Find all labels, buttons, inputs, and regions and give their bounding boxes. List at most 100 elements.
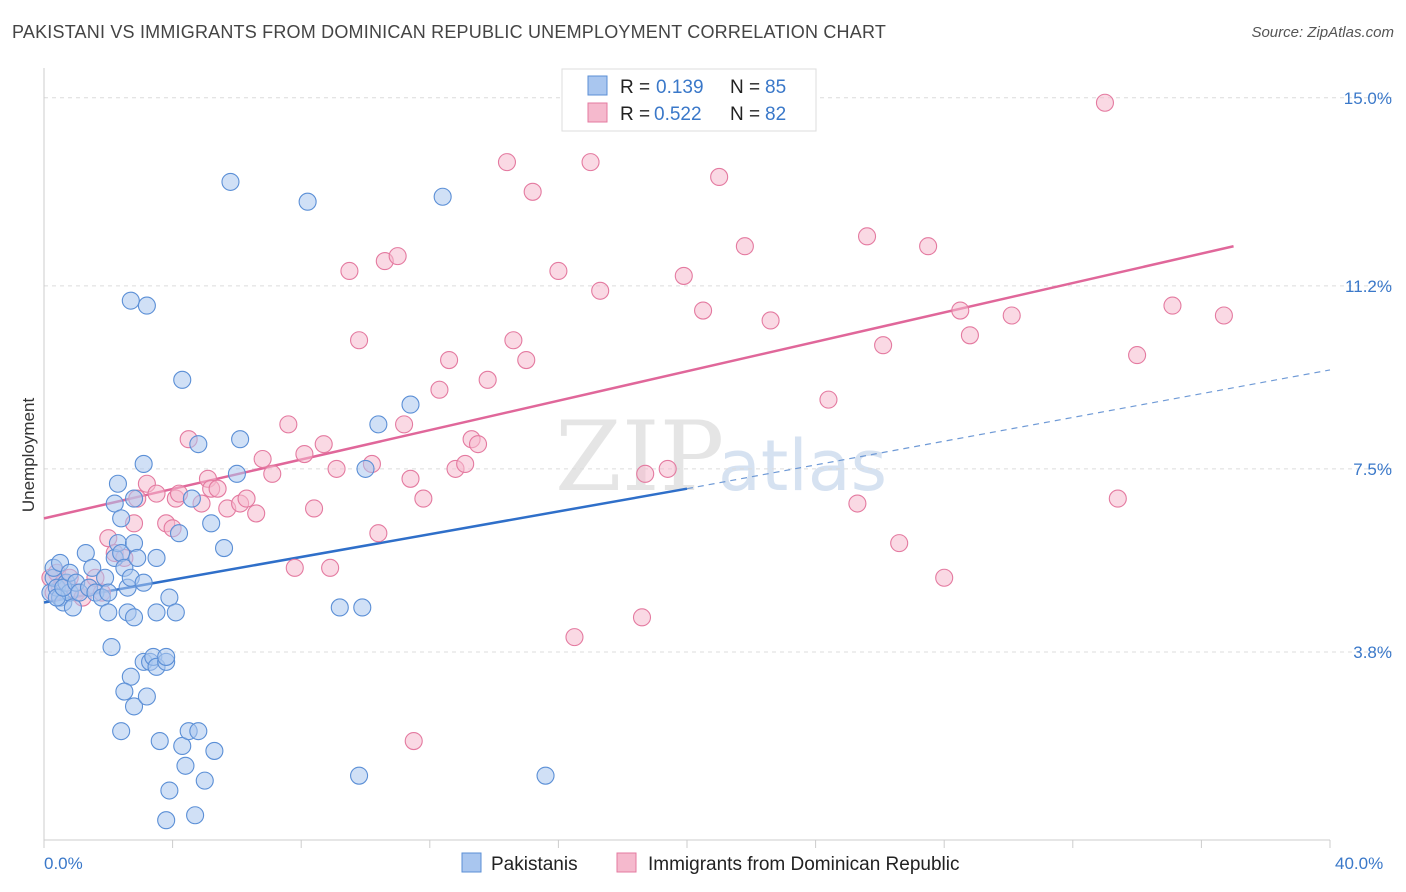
point-dominican	[674, 266, 693, 285]
point-dominican	[874, 336, 893, 355]
bottom-legend-pakistanis: Pakistanis	[491, 854, 578, 875]
point-pakistanis	[231, 430, 250, 449]
point-dominican	[848, 494, 867, 513]
point-dominican	[761, 311, 780, 330]
point-dominican	[478, 370, 497, 389]
point-dominican	[504, 331, 523, 350]
point-dominican	[305, 499, 324, 518]
point-dominican	[632, 608, 652, 627]
point-dominican	[497, 153, 517, 172]
point-pakistanis	[137, 296, 156, 315]
point-pakistanis	[205, 741, 224, 760]
point-dominican	[247, 504, 266, 523]
point-pakistanis	[298, 192, 317, 211]
point-pakistanis	[189, 435, 208, 454]
point-pakistanis	[150, 731, 169, 751]
point-pakistanis	[169, 524, 189, 543]
point-dominican	[517, 350, 536, 370]
point-dominican	[388, 247, 407, 266]
point-dominican	[327, 459, 346, 478]
point-dominican	[263, 464, 282, 483]
point-dominican	[295, 445, 314, 464]
point-pakistanis	[536, 766, 555, 785]
point-pakistanis	[369, 415, 388, 434]
point-dominican	[401, 469, 420, 488]
point-dominican	[565, 628, 584, 647]
point-dominican	[369, 524, 388, 543]
point-dominican	[658, 459, 677, 478]
point-pakistanis	[350, 766, 369, 785]
point-pakistanis	[115, 682, 134, 701]
point-pakistanis	[124, 608, 144, 627]
point-dominican	[1108, 489, 1127, 508]
legend-swatch-pakistanis	[587, 75, 608, 96]
trend-line-pakistanis-extension	[686, 369, 1331, 490]
point-pakistanis	[353, 598, 372, 617]
bottom-legend-dominican: Immigrants from Dominican Republic	[648, 854, 960, 875]
point-pakistanis	[433, 187, 452, 206]
point-pakistanis	[227, 464, 246, 483]
point-pakistanis	[221, 172, 240, 191]
point-dominican	[735, 237, 754, 256]
y-tick-label: 3.8%	[1353, 643, 1392, 662]
point-pakistanis	[108, 474, 127, 493]
point-pakistanis	[214, 539, 234, 558]
legend-r-label-2: R =	[620, 104, 650, 125]
point-dominican	[1002, 306, 1021, 325]
point-dominican	[857, 227, 877, 246]
y-tick-label: 15.0%	[1344, 89, 1392, 108]
point-dominican	[456, 454, 475, 473]
point-dominican	[430, 380, 449, 399]
point-pakistanis	[112, 509, 131, 528]
legend-r-label-1: R =	[620, 77, 650, 98]
watermark-zip: ZIP	[555, 401, 724, 513]
point-dominican	[147, 484, 166, 503]
legend-n-value-1: 85	[765, 77, 786, 98]
point-dominican	[1095, 93, 1114, 112]
point-dominican	[440, 350, 459, 370]
point-pakistanis	[134, 573, 153, 592]
point-pakistanis	[99, 603, 118, 622]
point-dominican	[285, 558, 304, 577]
legend-n-value-2: 82	[765, 104, 786, 125]
y-tick-labels: 3.8% 7.5% 11.2% 15.0%	[1344, 89, 1392, 662]
point-pakistanis	[134, 454, 153, 473]
y-tick-label: 11.2%	[1345, 277, 1392, 296]
point-dominican	[960, 326, 979, 345]
point-dominican	[1163, 296, 1182, 315]
point-pakistanis	[195, 771, 214, 790]
bottom-legend-swatch-pakistanis	[461, 852, 482, 873]
point-pakistanis	[186, 806, 205, 825]
point-pakistanis	[173, 370, 192, 389]
point-dominican	[279, 415, 298, 434]
point-dominican	[694, 301, 713, 320]
legend-r-value-1: 0.139	[656, 77, 704, 98]
point-dominican	[591, 281, 610, 300]
point-dominican	[468, 435, 488, 454]
point-dominican	[935, 568, 954, 587]
legend-swatch-dominican	[587, 102, 608, 123]
point-dominican	[549, 261, 568, 281]
point-dominican	[314, 435, 333, 454]
point-dominican	[1214, 306, 1233, 325]
point-pakistanis	[124, 489, 144, 508]
point-pakistanis	[112, 722, 131, 741]
legend-r-value-2: 0.522	[654, 104, 702, 125]
point-dominican	[890, 534, 909, 553]
legend-n-label-1: N =	[730, 77, 760, 98]
point-dominican	[951, 301, 970, 320]
point-dominican	[414, 489, 433, 508]
point-dominican	[237, 489, 256, 508]
point-pakistanis	[121, 291, 140, 310]
point-pakistanis	[160, 781, 179, 800]
point-pakistanis	[83, 558, 102, 577]
axes	[43, 68, 1331, 848]
point-pakistanis	[182, 489, 201, 508]
bottom-legend-swatch-dominican	[616, 852, 637, 873]
point-dominican	[1128, 346, 1147, 365]
point-pakistanis	[189, 722, 208, 741]
point-pakistanis	[202, 514, 221, 533]
point-pakistanis	[157, 647, 176, 666]
point-pakistanis	[166, 603, 185, 622]
